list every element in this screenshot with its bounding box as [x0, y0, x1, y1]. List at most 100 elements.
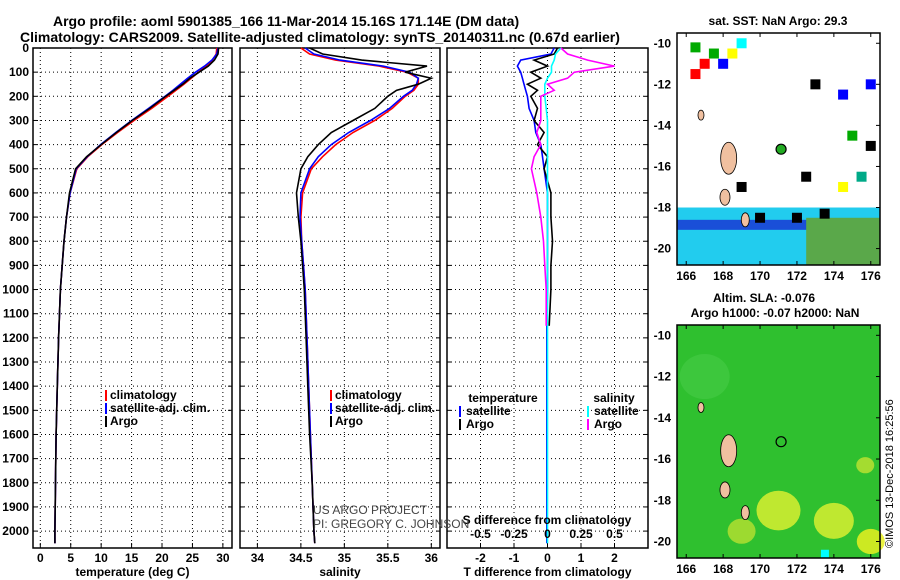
credit-project: US ARGO PROJECT	[313, 503, 428, 517]
sst-cell	[865, 140, 876, 151]
island-vanuatu	[719, 188, 731, 206]
x-tick-label: 2	[611, 551, 618, 565]
sst-cell	[856, 171, 867, 182]
x-tick-label: 34.5	[289, 551, 313, 565]
sst-cell	[736, 38, 747, 49]
x-tick-label: 10	[94, 551, 108, 565]
x-tick-label: 15	[125, 551, 139, 565]
x-tick-label: 1	[578, 551, 585, 565]
y-tick-label: 1100	[3, 307, 29, 321]
title-line-1: Argo profile: aoml 5901385_166 11-Mar-20…	[53, 13, 520, 29]
legend-swatch	[587, 406, 589, 417]
y-tick-label: 1900	[2, 500, 29, 514]
legend-label: Argo	[335, 414, 363, 428]
legend-title-temperature: temperature	[468, 391, 538, 405]
legend-swatch	[330, 416, 332, 427]
sst-cell	[838, 181, 849, 192]
island-vanuatu	[740, 212, 750, 228]
map-x-tick-label: 168	[713, 562, 733, 576]
map-y-tick-label: -16	[654, 159, 672, 173]
y-tick-label: 0	[22, 41, 29, 55]
sla-anomaly-blob	[856, 457, 875, 474]
sst-cell	[708, 48, 719, 59]
map-y-tick-label: -12	[654, 77, 672, 91]
legend-label: climatology	[335, 388, 402, 402]
y-tick-label: 1000	[2, 283, 29, 297]
credit-pi: PI: GREGORY C. JOHNSON	[313, 517, 470, 531]
sla-anomaly-blob	[813, 502, 854, 539]
plot-frame	[239, 47, 441, 549]
y-tick-label: 1600	[2, 427, 29, 441]
legend-swatch	[459, 406, 461, 417]
sla-anomaly-blob	[679, 354, 730, 400]
series-line-salinity-argo	[530, 47, 615, 326]
y-tick-label: 1300	[2, 355, 29, 369]
y-tick-label: 600	[9, 186, 29, 200]
map-y-tick-label: -12	[654, 370, 672, 384]
y-tick-label: 100	[9, 65, 29, 79]
series-line-salinity-satellite	[543, 47, 562, 544]
island-vanuatu	[719, 481, 731, 499]
plot-frame	[446, 47, 649, 549]
sst-map-title: sat. SST: NaN Argo: 29.3	[709, 14, 848, 28]
x-tick-label: 36	[425, 551, 439, 565]
sla-anomaly-blob	[727, 518, 756, 544]
series-line-argo	[54, 47, 220, 544]
legend-swatch	[330, 403, 332, 414]
y-tick-label: 800	[9, 234, 29, 248]
x2-tick-label: 0	[544, 527, 551, 541]
sst-cell	[699, 58, 710, 69]
legend-label: Argo	[466, 417, 494, 431]
y-tick-label: 700	[9, 210, 29, 224]
map-x-tick-label: 166	[676, 562, 696, 576]
argo-float-marker	[775, 143, 787, 155]
sst-cell	[801, 171, 812, 182]
x-tick-label: 25	[186, 551, 200, 565]
island-vanuatu	[697, 402, 705, 413]
sst-cell	[819, 208, 830, 219]
map-x-tick-label: 168	[713, 269, 733, 283]
sla-map	[676, 324, 885, 559]
x-axis-label: salinity	[319, 565, 361, 579]
sst-cell	[838, 89, 849, 100]
x2-tick-label: 0.25	[569, 527, 593, 541]
series-line-climatology	[300, 47, 420, 544]
sla-cell	[820, 549, 829, 558]
y-tick-label: 1500	[2, 403, 29, 417]
map-x-tick-label: 170	[750, 562, 770, 576]
x-tick-label: -1	[509, 551, 520, 565]
y-tick-label: 1200	[2, 331, 29, 345]
map-y-tick-label: -16	[654, 452, 672, 466]
sst-cell	[727, 48, 738, 59]
sst-cell	[791, 212, 802, 223]
legend-label: satellite	[466, 404, 511, 418]
legend-label: Argo	[110, 414, 138, 428]
sst-band-blue	[677, 219, 880, 230]
sst-cell	[847, 130, 858, 141]
map-y-tick-label: -18	[654, 201, 672, 215]
map-y-tick-label: -20	[654, 242, 672, 256]
series-line-temperature-argo	[525, 47, 559, 326]
island-vanuatu	[740, 505, 750, 521]
map-frame	[676, 32, 881, 266]
x2-tick-label: -0.5	[470, 527, 491, 541]
map-y-tick-label: -14	[654, 411, 672, 425]
sla-anomaly-blob	[756, 490, 801, 531]
legend-swatch	[105, 390, 107, 401]
sst-cell	[718, 58, 729, 69]
sst-cell	[690, 42, 701, 53]
island-vanuatu	[720, 141, 738, 175]
x-tick-label: 35.5	[376, 551, 400, 565]
map-x-tick-label: 172	[787, 269, 807, 283]
legend-swatch	[587, 419, 589, 430]
map-y-tick-label: -10	[654, 36, 672, 50]
y-tick-label: 1400	[2, 379, 29, 393]
x-tick-label: 20	[155, 551, 169, 565]
x-tick-label: 34	[251, 551, 265, 565]
map-frame	[676, 324, 881, 559]
sla-map-title: Altim. SLA: -0.076	[713, 291, 815, 305]
argo-float-marker	[775, 436, 787, 448]
y-tick-label: 900	[9, 258, 29, 272]
map-x-tick-label: 174	[824, 269, 844, 283]
x-axis-label: T difference from climatology	[463, 565, 631, 579]
